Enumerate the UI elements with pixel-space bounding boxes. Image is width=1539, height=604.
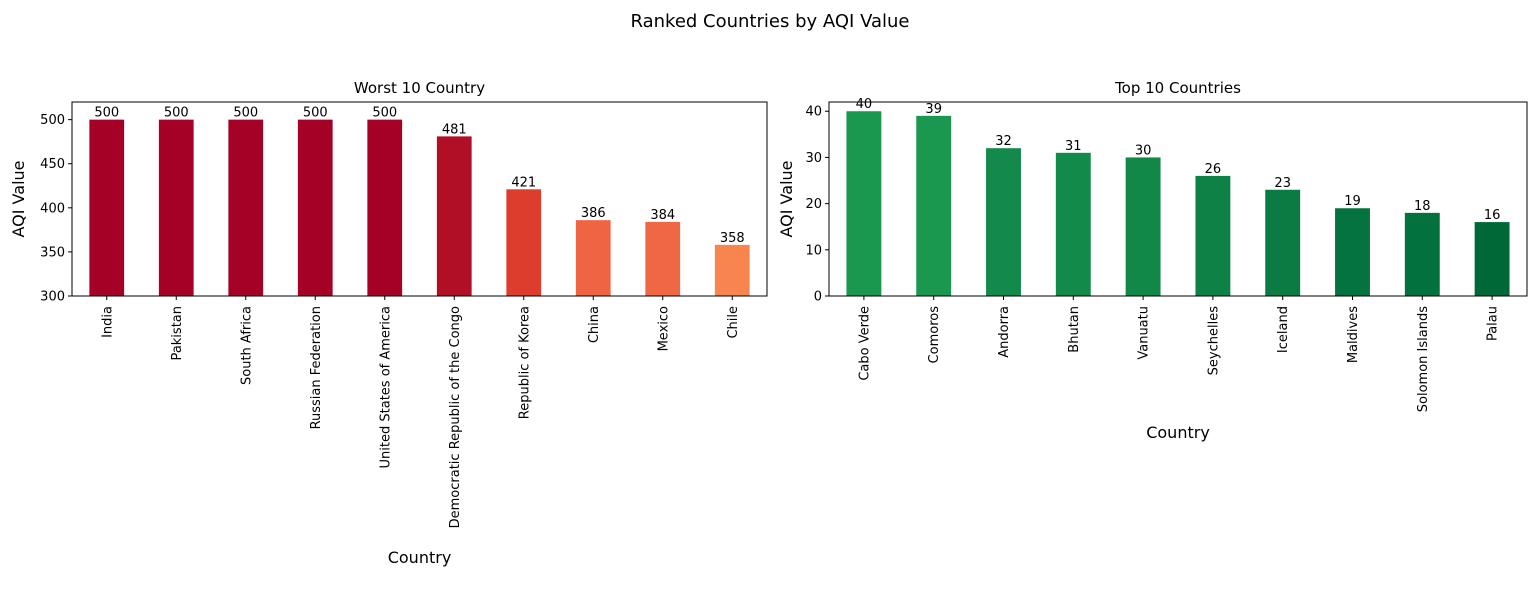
bar-value-label: 500: [233, 106, 258, 121]
x-tick-label: China: [587, 306, 602, 343]
bar: [986, 148, 1021, 296]
bar-value-label: 31: [1065, 139, 1082, 154]
bar-value-label: 23: [1274, 176, 1291, 191]
bar: [1125, 157, 1161, 296]
y-tick-label: 20: [805, 197, 822, 212]
bar: [1195, 175, 1231, 296]
bar: [1265, 189, 1301, 296]
x-tick-label: United States of America: [378, 306, 393, 468]
bar-value-label: 384: [650, 208, 675, 223]
x-tick-label: Bhutan: [1067, 306, 1082, 353]
worst-countries-chart: Worst 10 Country 500 India 500 Pakistan 500 So…: [9, 79, 768, 567]
bar-value-label: 32: [995, 134, 1012, 149]
bar-value-label: 39: [925, 102, 942, 117]
y-tick-label: 450: [40, 157, 65, 172]
bar: [1335, 208, 1370, 296]
x-tick-label: Andorra: [997, 306, 1012, 358]
y-tick-label: 500: [40, 113, 65, 128]
x-axis-label: Country: [388, 548, 452, 567]
y-tick-label: 0: [814, 290, 822, 305]
x-tick-label: Chile: [726, 306, 741, 339]
bar: [916, 115, 952, 296]
bar-value-label: 421: [511, 175, 536, 190]
y-tick-label: 300: [40, 290, 65, 305]
x-tick-label: Vanuatu: [1137, 306, 1152, 360]
bar: [297, 119, 333, 297]
bar: [506, 189, 542, 296]
bar: [645, 221, 681, 296]
figure-suptitle: Ranked Countries by AQI Value: [630, 11, 909, 32]
x-tick-label: Palau: [1486, 306, 1501, 341]
bar: [714, 244, 750, 296]
bar-value-label: 386: [581, 206, 606, 221]
x-tick-label: Republic of Korea: [517, 306, 532, 419]
top-countries-chart: Top 10 Countries 40 Cabo Verde 39 Comoros 32 A…: [777, 79, 1528, 442]
bar-value-label: 500: [372, 106, 397, 121]
bar: [1404, 212, 1440, 296]
bar-value-label: 26: [1205, 162, 1222, 177]
x-tick-label: South Africa: [239, 306, 254, 385]
x-tick-label: Seychelles: [1206, 306, 1221, 376]
x-tick-label: Mexico: [656, 306, 671, 351]
y-axis-label: AQI Value: [9, 161, 28, 238]
bar-value-label: 500: [303, 106, 328, 121]
bar: [436, 136, 472, 296]
bar-value-label: 19: [1344, 194, 1361, 209]
bar: [846, 111, 882, 296]
bar: [1474, 222, 1510, 296]
y-axis-label: AQI Value: [777, 161, 796, 238]
x-tick-label: Solomon Islands: [1416, 306, 1431, 412]
bar-value-label: 40: [856, 97, 873, 112]
bar: [575, 220, 611, 296]
bar-value-label: 500: [94, 106, 119, 121]
y-tick-label: 350: [40, 245, 65, 260]
bar: [367, 119, 403, 297]
chart-title: Worst 10 Country: [354, 79, 485, 97]
x-tick-label: Comoros: [927, 306, 942, 364]
x-tick-label: India: [100, 306, 115, 338]
plot-frame: [71, 101, 768, 297]
bar-value-label: 358: [720, 231, 745, 246]
plot-frame: [828, 101, 1528, 297]
x-tick-label: Pakistan: [170, 306, 185, 360]
bar-value-label: 500: [164, 106, 189, 121]
y-tick-label: 40: [805, 105, 822, 120]
x-tick-label: Cabo Verde: [857, 306, 872, 381]
bar-value-label: 16: [1484, 208, 1501, 223]
bar-value-label: 30: [1135, 143, 1152, 158]
x-tick-label: Iceland: [1276, 306, 1291, 353]
chart-title: Top 10 Countries: [1114, 79, 1241, 97]
bar: [158, 119, 194, 297]
bar: [1055, 152, 1091, 296]
y-tick-label: 400: [40, 201, 65, 216]
bar: [89, 119, 125, 297]
x-tick-label: Democratic Republic of the Congo: [448, 306, 463, 528]
bar-value-label: 18: [1414, 199, 1431, 214]
y-tick-label: 30: [805, 151, 822, 166]
x-tick-label: Russian Federation: [309, 306, 324, 429]
bar: [228, 119, 264, 297]
x-axis-label: Country: [1146, 423, 1210, 442]
y-tick-label: 10: [805, 243, 822, 258]
x-tick-label: Maldives: [1346, 306, 1361, 363]
bar-value-label: 481: [442, 122, 467, 137]
